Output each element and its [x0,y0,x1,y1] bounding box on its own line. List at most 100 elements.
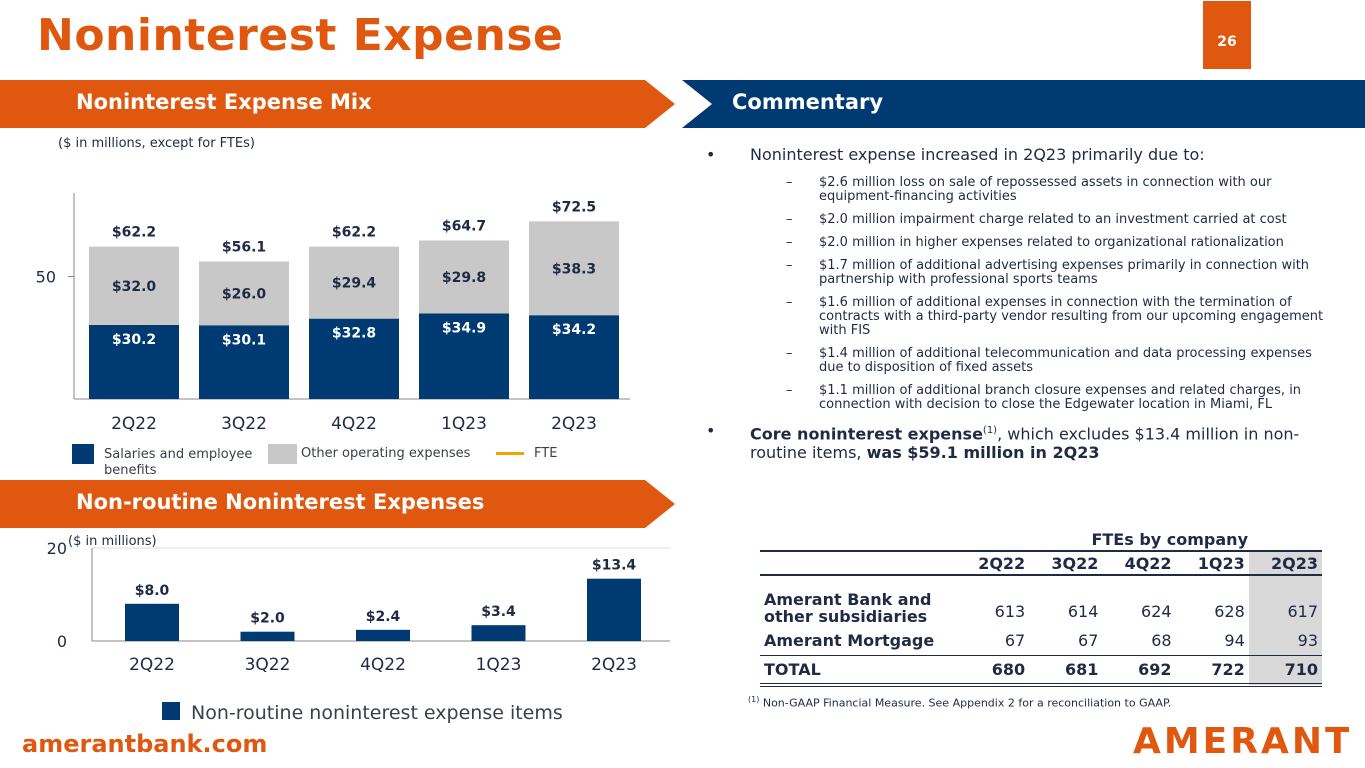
core-mid-text: , which excludes $13.4 million in non-ro… [750,424,1300,463]
fte-cell: 614 [1067,602,1099,621]
mix-chart: 50 $30.2 $32.0 $62.2 2Q22 $30.1 $26.0 $56.1 3Q22… [36,193,630,434]
y-tick-label: 20 [47,539,67,558]
data-label: $8.0 [135,583,170,599]
x-tick-label: 1Q23 [441,414,487,434]
fte-cell: 67 [1078,631,1099,651]
bar-nonroutine [471,625,526,641]
fte-cell: 692 [1138,659,1172,679]
dash-marker: – [786,346,793,361]
commentary-main-bullet: • Noninterest expense increased in 2Q23 … [706,145,1336,164]
legend-label-fte: FTE [534,446,558,461]
data-label-total: $72.5 [552,199,596,215]
bar-other [419,240,509,314]
fte-row-label: Amerant Mortgage [764,631,935,651]
data-label-salaries: $32.8 [332,326,376,342]
nonroutine-band-svg [0,480,675,528]
section-bands [0,80,1365,128]
data-label-other: $38.3 [552,261,596,277]
fte-cell: 722 [1211,659,1245,679]
fte-cell-highlight: 617 [1248,575,1322,627]
dash-marker: – [786,212,793,227]
sub-item-text: $1.4 million of additional telecommunica… [819,346,1312,375]
sub-item-text: $1.6 million of additional expenses in c… [819,295,1324,338]
x-tick-label: 2Q23 [551,414,597,434]
commentary-sub-item: – $1.6 million of additional expenses in … [786,296,1336,338]
data-label: $3.4 [481,604,516,620]
fte-cell: 68 [1151,631,1172,651]
fte-table-header-row: 2Q22 3Q22 4Q22 1Q23 2Q23 [760,551,1322,575]
commentary-band [682,80,1365,128]
fte-col-header: 2Q22 [978,553,1026,573]
fte-cell-highlight: 710 [1248,655,1322,685]
mix-units-note: ($ in millions, except for FTEs) [58,136,255,151]
commentary-section-title: Commentary [732,90,884,114]
x-tick-label: 4Q22 [331,414,377,434]
data-label-total: $62.2 [112,225,156,241]
fte-col-header: 3Q22 [1051,553,1099,573]
bar-other [199,261,289,326]
fte-col-header: 1Q23 [1197,553,1245,573]
fte-row-label: TOTAL [764,659,821,679]
bullet-dot: • [706,421,716,440]
legend-swatch-salaries [72,444,94,464]
bar-other [89,246,179,326]
dash-marker: – [786,235,793,250]
x-tick-label: 3Q22 [245,655,291,675]
footnote-text: Non-GAAP Financial Measure. See Appendix… [759,696,1172,710]
data-label-salaries: $30.2 [112,332,156,348]
main-bullet-text: Noninterest expense increased in 2Q23 pr… [750,145,1205,164]
nonroutine-chart: 20 0 $8.0 2Q22 $2.0 3Q22 $2.4 4Q22 $3.4 1Q23 $13.4… [47,539,670,675]
fte-cell: 67 [1004,631,1026,651]
data-label-salaries: $34.2 [552,322,596,338]
data-label: $2.4 [366,609,401,625]
dash-marker: – [786,383,793,398]
bar-salaries [529,315,619,399]
fte-cell: 94 [1224,631,1245,651]
data-label-other: $29.4 [332,276,377,292]
data-label-total: $62.2 [332,225,376,241]
x-tick-label: 3Q22 [221,414,267,434]
bullet-dot: • [706,145,716,164]
x-tick-label: 2Q22 [129,655,175,675]
x-tick-label: 2Q23 [591,655,637,675]
data-label: $2.0 [250,611,285,627]
x-tick-label: 1Q23 [476,655,522,675]
bar-nonroutine [587,578,641,641]
data-label-salaries: $30.1 [222,332,266,348]
table-row: Amerant Mortgage 67 67 68 94 93 [760,627,1322,655]
fte-table-title: FTEs by company [1091,529,1248,549]
commentary-sub-item: – $1.1 million of additional branch closu… [786,384,1336,412]
fte-cell: 624 [1141,602,1172,621]
core-end-text: was $59.1 million in 2Q23 [866,443,1100,463]
website-link[interactable]: amerantbank.com [22,730,268,758]
nonroutine-section-title: Non-routine Noninterest Expenses [76,490,485,514]
bar-nonroutine [356,629,410,641]
x-tick-label: 2Q22 [111,414,157,434]
data-label-other: $26.0 [222,286,267,302]
fte-cell-highlight: 93 [1248,627,1322,655]
fte-cell: 680 [991,659,1026,679]
fte-cell: 681 [1064,659,1099,679]
commentary-sub-item: – $2.0 million in higher expenses related… [786,236,1336,250]
bar-other [529,221,619,316]
nonroutine-units-note: ($ in millions) [68,534,157,549]
amerant-logo: AMERANT [1133,722,1349,758]
data-label: $13.4 [592,558,637,574]
commentary-sub-item: – $1.4 million of additional telecommunic… [786,347,1336,375]
sub-item-text: $1.1 million of additional branch closur… [819,383,1302,412]
legend-label-salaries: Salaries and employee benefits [104,447,253,478]
y-tick-label: 50 [36,268,56,287]
footnote-marker: (1) [748,695,760,704]
commentary-list: • Noninterest expense increased in 2Q23 … [706,145,1336,462]
bar-salaries [199,325,289,399]
y-tick-label: 0 [57,632,67,651]
sub-item-text: $2.6 million loss on sale of repossessed… [819,175,1272,204]
page-number: 26 [1203,1,1251,69]
legend-swatch-other [268,444,297,464]
core-bold-label: Core noninterest expense [750,424,983,444]
commentary-sub-items: – $2.6 million loss on sale of repossesse… [706,176,1336,412]
x-tick-label: 4Q22 [360,655,406,675]
page-title: Noninterest Expense [37,10,564,61]
legend-label-nonroutine: Non-routine noninterest expense items [191,702,563,724]
mix-section-title: Noninterest Expense Mix [76,90,372,114]
